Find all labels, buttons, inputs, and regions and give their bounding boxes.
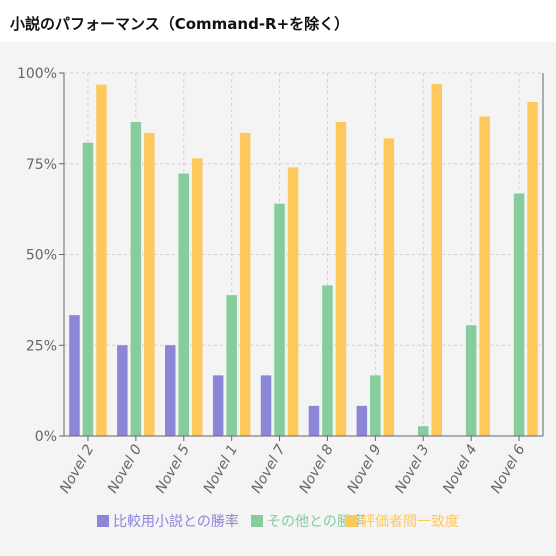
bar: [527, 102, 538, 436]
grid-lines: [64, 72, 543, 436]
x-tick-label: Novel 3: [392, 442, 432, 496]
x-tick-label: Novel 0: [105, 442, 145, 496]
bar: [96, 84, 107, 436]
x-tick-label: Novel 4: [440, 442, 480, 496]
bar: [165, 345, 176, 436]
legend-label: その他との勝率: [267, 513, 365, 530]
x-tick-label: Novel 6: [488, 442, 528, 496]
bars: [69, 83, 538, 437]
axes: [63, 73, 544, 437]
legend-label: 比較用小説との勝率: [113, 513, 239, 530]
bar: [383, 138, 395, 436]
bar: [260, 375, 272, 436]
y-tick-label: 100%: [17, 66, 57, 82]
bar: [322, 285, 333, 436]
bar: [308, 405, 320, 436]
bar: [178, 173, 189, 436]
bar: [418, 426, 429, 436]
bar: [239, 132, 251, 436]
x-tick-label: Novel 1: [201, 442, 241, 496]
chart-header: 小説のパフォーマンス（Command-R+を除く）: [0, 0, 556, 42]
bar: [274, 203, 285, 436]
bar: [192, 158, 203, 436]
bar: [144, 132, 155, 436]
bar: [130, 122, 142, 436]
bar: [370, 375, 381, 436]
x-tick-label: Novel 9: [344, 442, 384, 496]
bar: [335, 122, 347, 436]
legend-label: 評価者間一致度: [361, 514, 459, 530]
legend-swatch: [345, 515, 357, 527]
legend-swatch: [97, 515, 109, 527]
x-tick-label: Novel 2: [57, 442, 97, 496]
legend-swatch: [251, 515, 263, 527]
bar: [82, 142, 94, 437]
chart-title: 小説のパフォーマンス（Command-R+を除く）: [10, 15, 350, 33]
y-tick-label: 0%: [35, 429, 57, 445]
y-tick-label: 50%: [26, 248, 57, 264]
x-tick-label: Novel 7: [249, 442, 289, 496]
x-axis-ticks: Novel 2 Novel 0 Novel 5 Novel 1 Novel 7 Novel…: [57, 436, 529, 496]
bar: [356, 405, 368, 436]
x-tick-label: Novel 8: [296, 442, 336, 496]
bar: [287, 167, 299, 436]
y-tick-label: 25%: [26, 338, 57, 354]
bar: [431, 83, 442, 436]
bar: [513, 193, 525, 436]
y-axis-ticks: 0% 25% 50% 75% 100%: [17, 66, 64, 445]
bar: [479, 116, 490, 436]
bar: [226, 295, 237, 436]
x-tick-label: Novel 5: [153, 442, 193, 496]
bar: [465, 325, 477, 436]
y-tick-label: 75%: [26, 157, 57, 173]
bar: [212, 375, 224, 436]
bar: [69, 315, 80, 436]
bar: [117, 345, 128, 436]
